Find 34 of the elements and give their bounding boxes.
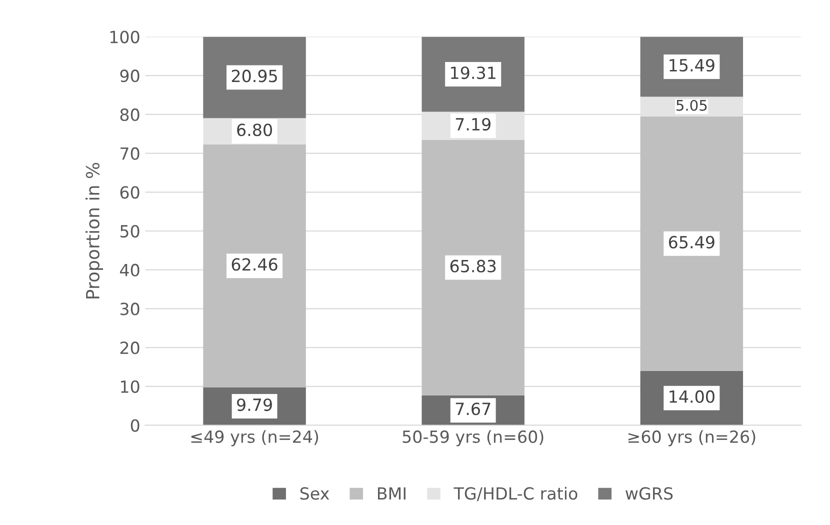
data-label: 20.95 xyxy=(232,70,277,82)
y-tick-label: 30 xyxy=(120,302,140,316)
y-tick-label: 40 xyxy=(120,264,140,276)
bar xyxy=(422,140,524,396)
data-label: 19.31 xyxy=(451,66,496,80)
data-label: 7.19 xyxy=(456,118,490,131)
legend-label: wGRS xyxy=(626,487,673,500)
data-label: 5.05 xyxy=(676,100,707,111)
legend-label: BMI xyxy=(378,487,406,500)
data-label: 15.49 xyxy=(670,58,714,72)
data-label: 14.00 xyxy=(670,390,714,403)
x-tick-label: 50-59 yrs (n=60) xyxy=(402,430,544,446)
data-label: 65.83 xyxy=(450,260,496,272)
data-label: 6.80 xyxy=(237,124,272,136)
y-tick-label: 20 xyxy=(120,342,140,354)
legend-label: Sex xyxy=(300,487,330,500)
data-label: 62.46 xyxy=(232,258,278,271)
bar xyxy=(203,144,306,388)
y-tick-label: 50 xyxy=(120,224,140,238)
data-label: 7.67 xyxy=(456,402,490,416)
y-tick-label: 60 xyxy=(120,186,140,199)
y-tick-label: 100 xyxy=(110,30,140,44)
legend-label: TG/HDL-C ratio xyxy=(454,486,578,502)
y-tick-label: 10 xyxy=(121,380,140,393)
data-label: 9.79 xyxy=(237,398,272,412)
y-tick-label: 0 xyxy=(130,419,140,432)
bar xyxy=(640,116,744,371)
y-axis-title: Proportion in % xyxy=(86,162,104,298)
y-tick-label: 80 xyxy=(120,108,140,122)
y-tick-label: 70 xyxy=(120,147,140,160)
y-tick-label: 90 xyxy=(120,70,140,82)
x-tick-label: ≥60 yrs (n=26) xyxy=(628,430,756,446)
x-tick-label: ≤49 yrs (n=24) xyxy=(191,430,318,446)
data-label: 65.49 xyxy=(668,236,714,248)
